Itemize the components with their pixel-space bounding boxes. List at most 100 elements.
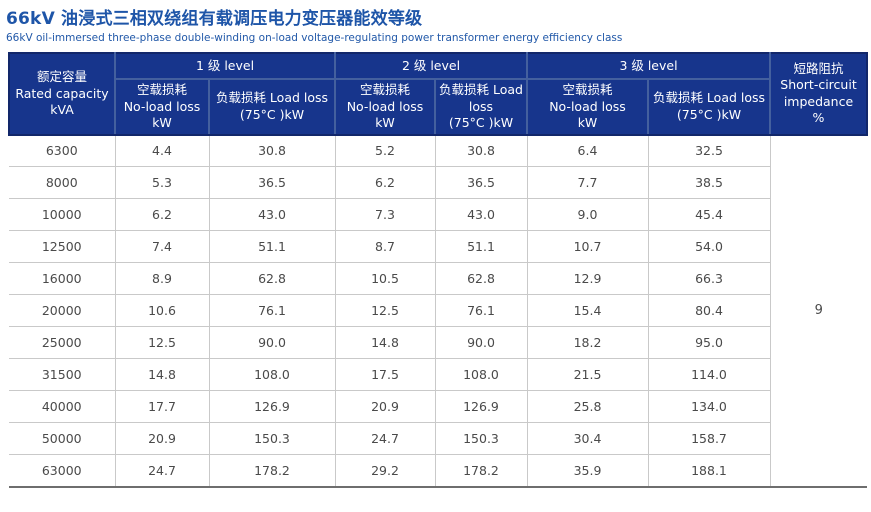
header-sub-row: 空载损耗 No-load loss kW 负载损耗 Load loss (75°… <box>9 78 867 136</box>
loss-value-cell: 6.4 <box>527 134 649 167</box>
loss-value-cell: 10.7 <box>527 230 649 263</box>
rated-capacity-cell: 31500 <box>9 358 116 391</box>
table-row: 50000 20.9 150.3 24.7 150.3 30.4 158.7 <box>9 422 867 455</box>
loss-value-cell: 43.0 <box>209 198 336 231</box>
loss-value-cell: 7.7 <box>527 166 649 199</box>
table-head: 额定容量 Rated capacity kVA 1 级 level 2 级 le… <box>8 52 868 136</box>
loss-value-cell: 8.9 <box>115 262 210 295</box>
impedance-value-cell: 9 <box>770 134 867 488</box>
loss-value-cell: 14.8 <box>115 358 210 391</box>
loss-value-cell: 178.2 <box>435 454 528 488</box>
loss-value-cell: 30.8 <box>435 134 528 167</box>
table-row: 31500 14.8 108.0 17.5 108.0 21.5 114.0 <box>9 358 867 391</box>
loss-value-cell: 10.5 <box>335 262 436 295</box>
loss-value-cell: 126.9 <box>209 390 336 423</box>
loss-value-cell: 76.1 <box>435 294 528 327</box>
loss-value-cell: 66.3 <box>648 262 771 295</box>
loss-value-cell: 134.0 <box>648 390 771 423</box>
page: 66kV 油浸式三相双绕组有载调压电力变压器能效等级 66kV oil-imme… <box>0 4 871 512</box>
loss-value-cell: 20.9 <box>115 422 210 455</box>
loss-value-cell: 76.1 <box>209 294 336 327</box>
table-row: 20000 10.6 76.1 12.5 76.1 15.4 80.4 <box>9 294 867 327</box>
header-group-row: 额定容量 Rated capacity kVA 1 级 level 2 级 le… <box>8 52 868 136</box>
table-row: 63000 24.7 178.2 29.2 178.2 35.9 188.1 <box>9 454 867 488</box>
loss-value-cell: 6.2 <box>335 166 436 199</box>
loss-value-cell: 9.0 <box>527 198 649 231</box>
header-rated-capacity: 额定容量 Rated capacity kVA <box>8 52 116 136</box>
loss-value-cell: 51.1 <box>435 230 528 263</box>
loss-value-cell: 18.2 <box>527 326 649 359</box>
loss-value-cell: 12.9 <box>527 262 649 295</box>
rated-capacity-cell: 8000 <box>9 166 116 199</box>
loss-value-cell: 7.3 <box>335 198 436 231</box>
loss-value-cell: 10.6 <box>115 294 210 327</box>
header-level-2: 2 级 level <box>334 52 528 80</box>
loss-value-cell: 25.8 <box>527 390 649 423</box>
table-row: 6300 4.4 30.8 5.2 30.8 6.4 32.5 9 <box>9 134 867 488</box>
loss-value-cell: 108.0 <box>209 358 336 391</box>
loss-value-cell: 150.3 <box>435 422 528 455</box>
loss-value-cell: 95.0 <box>648 326 771 359</box>
header-level-3: 3 级 level <box>526 52 771 80</box>
table-row: 40000 17.7 126.9 20.9 126.9 25.8 134.0 <box>9 390 867 423</box>
loss-value-cell: 126.9 <box>435 390 528 423</box>
table-row: 8000 5.3 36.5 6.2 36.5 7.7 38.5 <box>9 166 867 199</box>
loss-value-cell: 5.3 <box>115 166 210 199</box>
page-title: 66kV 油浸式三相双绕组有载调压电力变压器能效等级 <box>6 9 423 29</box>
page-subtitle: 66kV oil-immersed three-phase double-win… <box>6 32 623 44</box>
loss-value-cell: 15.4 <box>527 294 649 327</box>
header-level2-load-loss: 负载损耗 Load loss (75°C )kW <box>434 78 528 136</box>
loss-value-cell: 21.5 <box>527 358 649 391</box>
loss-value-cell: 62.8 <box>435 262 528 295</box>
loss-value-cell: 35.9 <box>527 454 649 488</box>
table-row: 12500 7.4 51.1 8.7 51.1 10.7 54.0 <box>9 230 867 263</box>
header-level-1: 1 级 level <box>114 52 336 80</box>
loss-value-cell: 43.0 <box>435 198 528 231</box>
loss-value-cell: 32.5 <box>648 134 771 167</box>
header-level3-noload-loss: 空载损耗 No-load loss kW <box>526 78 649 136</box>
table-row: 25000 12.5 90.0 14.8 90.0 18.2 95.0 <box>9 326 867 359</box>
rated-capacity-cell: 12500 <box>9 230 116 263</box>
header-level1-load-loss: 负载损耗 Load loss (75°C )kW <box>208 78 336 136</box>
loss-value-cell: 24.7 <box>115 454 210 488</box>
rated-capacity-cell: 63000 <box>9 454 116 488</box>
loss-value-cell: 5.2 <box>335 134 436 167</box>
loss-value-cell: 114.0 <box>648 358 771 391</box>
loss-value-cell: 54.0 <box>648 230 771 263</box>
header-level3-load-loss: 负载损耗 Load loss (75°C )kW <box>647 78 771 136</box>
loss-value-cell: 45.4 <box>648 198 771 231</box>
table-row: 16000 8.9 62.8 10.5 62.8 12.9 66.3 <box>9 262 867 295</box>
table-body: 6300 4.4 30.8 5.2 30.8 6.4 32.5 9 8000 5.3 36.5 6.2… <box>9 134 867 488</box>
loss-value-cell: 4.4 <box>115 134 210 167</box>
rated-capacity-cell: 40000 <box>9 390 116 423</box>
loss-value-cell: 20.9 <box>335 390 436 423</box>
efficiency-table: 额定容量 Rated capacity kVA 1 级 level 2 级 le… <box>8 52 868 488</box>
rated-capacity-cell: 25000 <box>9 326 116 359</box>
header-level2-noload-loss: 空载损耗 No-load loss kW <box>334 78 436 136</box>
loss-value-cell: 90.0 <box>209 326 336 359</box>
rated-capacity-cell: 6300 <box>9 134 116 167</box>
loss-value-cell: 188.1 <box>648 454 771 488</box>
loss-value-cell: 12.5 <box>335 294 436 327</box>
loss-value-cell: 29.2 <box>335 454 436 488</box>
loss-value-cell: 17.5 <box>335 358 436 391</box>
loss-value-cell: 14.8 <box>335 326 436 359</box>
rated-capacity-cell: 50000 <box>9 422 116 455</box>
loss-value-cell: 90.0 <box>435 326 528 359</box>
loss-value-cell: 6.2 <box>115 198 210 231</box>
loss-value-cell: 178.2 <box>209 454 336 488</box>
rated-capacity-cell: 20000 <box>9 294 116 327</box>
loss-value-cell: 38.5 <box>648 166 771 199</box>
rated-capacity-cell: 10000 <box>9 198 116 231</box>
loss-value-cell: 7.4 <box>115 230 210 263</box>
loss-value-cell: 80.4 <box>648 294 771 327</box>
loss-value-cell: 30.4 <box>527 422 649 455</box>
rated-capacity-cell: 16000 <box>9 262 116 295</box>
loss-value-cell: 24.7 <box>335 422 436 455</box>
header-level1-noload-loss: 空载损耗 No-load loss kW <box>114 78 210 136</box>
loss-value-cell: 30.8 <box>209 134 336 167</box>
loss-value-cell: 36.5 <box>435 166 528 199</box>
loss-value-cell: 36.5 <box>209 166 336 199</box>
loss-value-cell: 150.3 <box>209 422 336 455</box>
loss-value-cell: 62.8 <box>209 262 336 295</box>
